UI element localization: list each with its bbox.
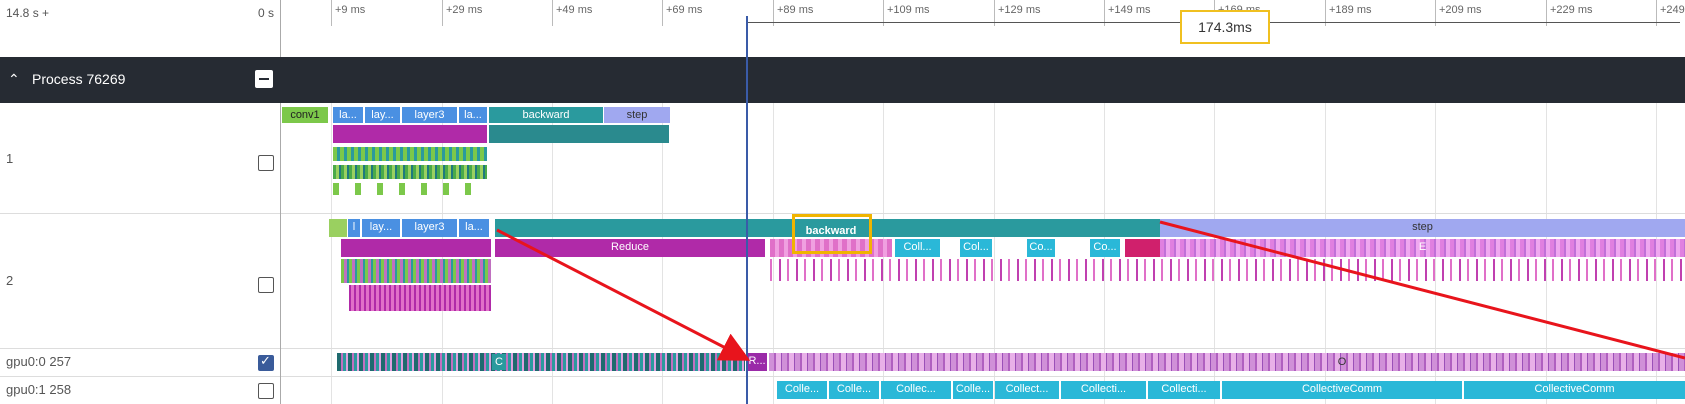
time-ruler[interactable]: 14.8 s + 0 s +9 ms +29 ms +49 ms +69 ms … (0, 0, 1685, 58)
slice-backward[interactable]: backward (489, 107, 603, 123)
slice (1125, 239, 1160, 257)
slice[interactable]: la... (333, 107, 363, 123)
slice-depth-bar (333, 183, 487, 195)
track-label: gpu0:0 257 (6, 354, 72, 369)
track-label: 2 (6, 273, 14, 288)
grid-line (994, 103, 995, 404)
slice-collective[interactable]: Collecti... (1148, 381, 1220, 399)
track-2-lane (280, 213, 281, 348)
track-label: 1 (6, 151, 14, 166)
track-2[interactable]: 2 l lay... layer3 la... step Reduce Coll… (0, 213, 1685, 349)
gpu-kernel-bar (337, 353, 745, 371)
flow-arrow (1159, 220, 1685, 360)
ruler-tick: +109 ms (883, 0, 930, 26)
slice-depth-bar (489, 125, 669, 143)
measure-label: 174.3ms (1180, 10, 1270, 44)
ruler-zero-label: 0 s (258, 6, 275, 20)
track-gpu1[interactable]: gpu0:1 258 Colle... Colle... Collec... C… (0, 376, 1685, 404)
slice-collective[interactable]: Collect... (995, 381, 1059, 399)
slice-collective[interactable]: Colle... (777, 381, 827, 399)
slice-step[interactable]: step (604, 107, 670, 123)
slice-collective[interactable]: CollectiveComm (1464, 381, 1685, 399)
slice-step[interactable]: step (1160, 219, 1685, 237)
slice-depth-bar (341, 259, 491, 283)
slice-collective[interactable]: Co... (1090, 239, 1120, 257)
slice[interactable]: la... (459, 107, 487, 123)
ruler-tick: +189 ms (1325, 0, 1372, 26)
ruler-tick: +49 ms (552, 0, 592, 26)
slice-collective[interactable]: Colle... (829, 381, 879, 399)
ruler-tick: +249 (1656, 0, 1685, 26)
highlight-box: backward (792, 214, 872, 254)
slice-collective[interactable]: Collec... (881, 381, 951, 399)
ruler-label-area: 14.8 s + 0 s (0, 0, 281, 57)
track-gpu0-lane (280, 348, 281, 376)
process-header[interactable]: ⌃ Process 76269 (0, 57, 1685, 103)
track-gpu1-lane (280, 376, 281, 404)
slice[interactable]: lay... (365, 107, 400, 123)
chevron-up-icon[interactable]: ⌃ (8, 71, 20, 87)
ruler-tick: +129 ms (994, 0, 1041, 26)
flow-arrow (496, 228, 751, 361)
slice-collective[interactable]: Coll... (895, 239, 940, 257)
collapse-all-button[interactable] (255, 70, 273, 88)
slice[interactable]: R... (747, 353, 767, 371)
track-2-checkbox[interactable] (258, 277, 274, 293)
slice-depth-bar (770, 259, 1685, 281)
track-1[interactable]: 1 conv1 la... lay... layer3 la... backwa… (0, 103, 1685, 214)
slice-depth-bar (341, 239, 491, 257)
slice-depth-bar (333, 125, 487, 143)
ruler-tick: +149 ms (1104, 0, 1151, 26)
track-1-checkbox[interactable] (258, 155, 274, 171)
slice-layer3[interactable]: layer3 (402, 107, 457, 123)
slice-layer3[interactable]: layer3 (402, 219, 457, 237)
slice-step-child[interactable]: E (1160, 239, 1685, 257)
slice-depth-bar (349, 285, 491, 311)
slice-reduce[interactable]: Reduce (495, 239, 765, 257)
slice-backward[interactable] (495, 219, 1160, 237)
slice[interactable]: O (1337, 356, 1347, 368)
process-title: Process 76269 (32, 71, 126, 87)
track-gpu0-checkbox[interactable] (258, 353, 274, 371)
time-cursor[interactable] (746, 16, 748, 404)
slice-conv1[interactable]: conv1 (282, 107, 328, 123)
slice-collective[interactable]: Col... (960, 239, 992, 257)
ruler-tick: +69 ms (662, 0, 702, 26)
slice-collective[interactable]: CollectiveComm (1222, 381, 1462, 399)
ruler-tick: +89 ms (773, 0, 813, 26)
slice[interactable]: lay... (362, 219, 400, 237)
slice[interactable]: la... (459, 219, 489, 237)
track-1-lane (280, 103, 281, 213)
slice[interactable]: C (492, 354, 506, 370)
track-gpu0[interactable]: gpu0:0 257 C R... O (0, 348, 1685, 377)
slice-backward-label: backward (805, 225, 857, 237)
ruler-tick: +9 ms (331, 0, 365, 26)
slice-depth-bar (333, 147, 487, 161)
grid-line (331, 103, 332, 404)
ruler-tick: +209 ms (1435, 0, 1482, 26)
ruler-tick: +229 ms (1546, 0, 1593, 26)
slice[interactable] (329, 219, 347, 237)
ruler-tick: +29 ms (442, 0, 482, 26)
track-label: gpu0:1 258 (6, 382, 72, 397)
slice-depth-bar (333, 165, 487, 179)
gpu-kernel-bar (769, 353, 1685, 371)
ruler-offset-label: 14.8 s + (6, 6, 50, 20)
slice-collective[interactable]: Colle... (953, 381, 993, 399)
track-gpu1-checkbox[interactable] (258, 383, 274, 399)
slice-collective[interactable]: Collecti... (1061, 381, 1146, 399)
slice-collective[interactable]: Co... (1027, 239, 1055, 257)
slice[interactable]: l (348, 219, 360, 237)
